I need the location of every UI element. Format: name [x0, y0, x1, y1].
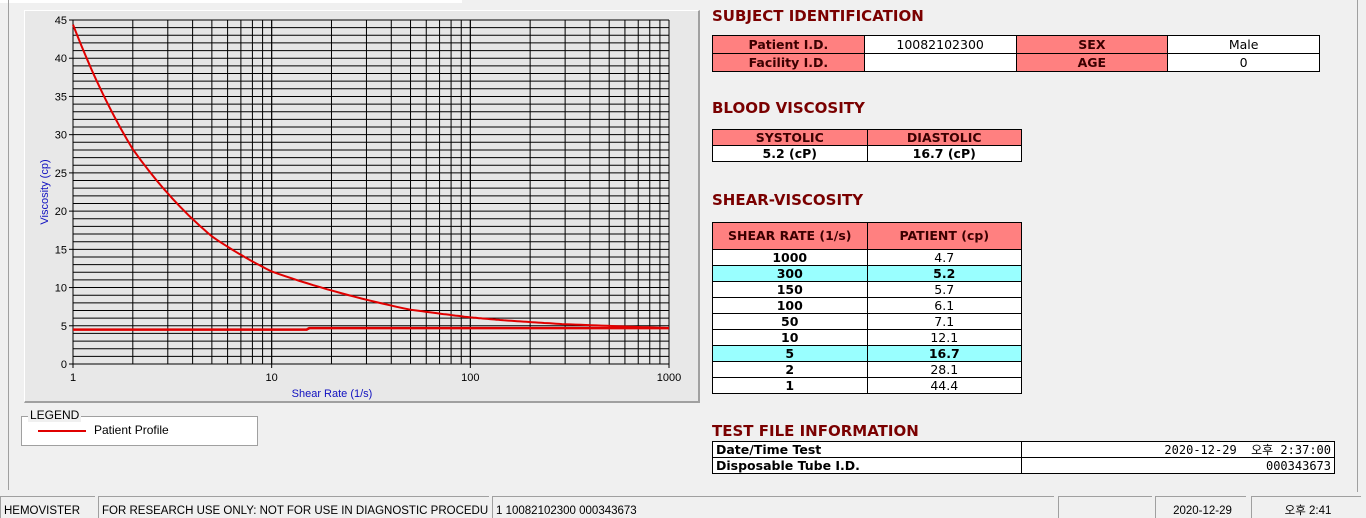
shear-row: 5 16.7	[712, 345, 1022, 362]
shear-viscosity-title: SHEAR-VISCOSITY	[712, 191, 864, 209]
subject-table: Patient I.D. 10082102300 SEX Male Facili…	[712, 35, 1320, 72]
window-border-right	[1357, 0, 1358, 492]
diastolic-value: 16.7 (cP)	[866, 145, 1022, 162]
subject-identification-title: SUBJECT IDENTIFICATION	[712, 7, 924, 25]
top-strip	[0, 0, 462, 3]
y-tick-label: 25	[55, 168, 67, 180]
shear-rate-cell: 50	[712, 313, 868, 330]
status-bar: HEMOVISTER FOR RESEARCH USE ONLY: NOT FO…	[0, 496, 1366, 518]
diastolic-label: DIASTOLIC	[866, 129, 1022, 146]
status-time: 오후 2:41	[1251, 496, 1361, 518]
shear-row: 50 7.1	[712, 313, 1022, 330]
tube-id-label: Disposable Tube I.D.	[712, 457, 1022, 474]
shear-rate-cell: 5	[712, 345, 868, 362]
systolic-label: SYSTOLIC	[712, 129, 868, 146]
y-tick-label: 30	[55, 130, 67, 142]
y-tick-label: 5	[61, 321, 67, 333]
plot-area	[73, 20, 669, 364]
patient-id-value: 10082102300	[863, 35, 1017, 54]
patient-value-cell: 4.7	[866, 249, 1022, 266]
shear-row: 100 6.1	[712, 297, 1022, 314]
status-date: 2020-12-29	[1155, 496, 1246, 518]
series-line-baseline	[73, 326, 669, 331]
test-file-information-title: TEST FILE INFORMATION	[712, 422, 919, 440]
shear-rate-cell: 1	[712, 377, 868, 394]
shear-row: 1000 4.7	[712, 249, 1022, 266]
shear-row: 300 5.2	[712, 265, 1022, 282]
chart-svg: 0 5 10 15 20 25 30 35 40 45 1 10 100 1000 Shear Rate…	[39, 15, 681, 400]
shear-rate-cell: 150	[712, 281, 868, 298]
status-notice: FOR RESEARCH USE ONLY: NOT FOR USE IN DI…	[98, 496, 489, 518]
patient-value-cell: 12.1	[866, 329, 1022, 346]
datetime-value: 2020-12-29 오후 2:37:00	[1021, 441, 1335, 458]
systolic-value: 5.2 (cP)	[712, 145, 868, 162]
patient-value-cell: 44.4	[866, 377, 1022, 394]
x-tick-label: 1000	[657, 372, 681, 384]
shear-row: 2 28.1	[712, 361, 1022, 378]
y-tick-label: 15	[55, 244, 67, 256]
age-value: 0	[1167, 53, 1320, 72]
shear-rate-cell: 10	[712, 329, 868, 346]
test-file-table: Date/Time Test 2020-12-29 오후 2:37:00 Dis…	[712, 441, 1335, 474]
facility-id-label: Facility I.D.	[712, 53, 865, 72]
series-line-patient-profile	[72, 24, 670, 330]
patient-value-cell: 5.2	[866, 265, 1022, 282]
legend-swatch-patient-profile	[38, 430, 86, 432]
sex-value: Male	[1167, 35, 1320, 54]
shear-row: 1 44.4	[712, 377, 1022, 394]
blood-viscosity-table: SYSTOLIC DIASTOLIC 5.2 (cP) 16.7 (cP)	[712, 129, 1022, 162]
x-tick-label: 10	[266, 372, 278, 384]
shear-rate-cell: 1000	[712, 249, 868, 266]
legend-title: LEGEND	[28, 408, 82, 422]
tube-id-value: 000343673	[1021, 457, 1335, 474]
shear-row: 150 5.7	[712, 281, 1022, 298]
y-tick-label: 10	[55, 283, 67, 295]
y-tick-label: 40	[55, 53, 67, 65]
shear-rate-header: SHEAR RATE (1/s)	[712, 222, 868, 250]
legend-label: Patient Profile	[94, 423, 169, 437]
shear-row: 10 12.1	[712, 329, 1022, 346]
y-tick-label: 0	[61, 359, 67, 371]
y-ticks: 0 5 10 15 20 25 30 35 40 45	[55, 15, 73, 371]
status-empty	[1058, 496, 1152, 518]
viscosity-chart: 0 5 10 15 20 25 30 35 40 45 1 10 100 1000 Shear Rate…	[24, 10, 700, 403]
patient-value-cell: 7.1	[866, 313, 1022, 330]
age-label: AGE	[1015, 53, 1169, 72]
shear-rate-cell: 2	[712, 361, 868, 378]
facility-id-value	[863, 53, 1017, 72]
grid	[72, 19, 670, 365]
x-tick-label: 100	[461, 372, 479, 384]
blood-viscosity-title: BLOOD VISCOSITY	[712, 99, 865, 117]
y-axis-label: Viscosity (cp)	[39, 159, 51, 224]
shear-rate-cell: 300	[712, 265, 868, 282]
status-app: HEMOVISTER	[0, 496, 95, 518]
patient-value-cell: 6.1	[866, 297, 1022, 314]
y-tick-label: 20	[55, 206, 67, 218]
window-border-left	[8, 0, 9, 490]
patient-value-cell: 16.7	[866, 345, 1022, 362]
patient-id-label: Patient I.D.	[712, 35, 865, 54]
x-tick-label: 1	[70, 372, 76, 384]
x-ticks: 1 10 100 1000	[70, 364, 681, 384]
x-axis-label: Shear Rate (1/s)	[292, 388, 373, 400]
series-group	[72, 24, 670, 331]
patient-value-cell: 5.7	[866, 281, 1022, 298]
datetime-label: Date/Time Test	[712, 441, 1022, 458]
patient-header: PATIENT (cp)	[866, 222, 1022, 250]
shear-viscosity-table: SHEAR RATE (1/s) PATIENT (cp) 1000 4.7 300…	[712, 222, 1022, 394]
sex-label: SEX	[1015, 35, 1169, 54]
y-tick-label: 45	[55, 15, 67, 27]
status-record: 1 10082102300 000343673	[492, 496, 1054, 518]
patient-value-cell: 28.1	[866, 361, 1022, 378]
y-tick-label: 35	[55, 91, 67, 103]
shear-rate-cell: 100	[712, 297, 868, 314]
